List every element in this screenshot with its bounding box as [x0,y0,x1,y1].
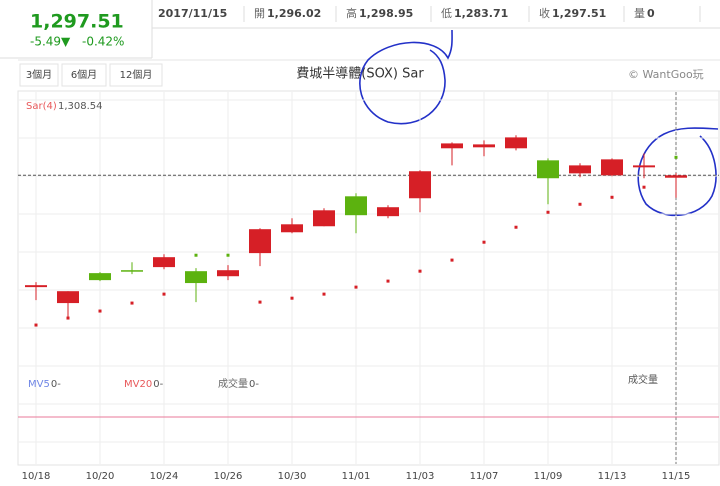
volume-legend-label: MV20 [124,379,152,390]
candle-body [569,165,591,174]
sar-dot [578,202,582,206]
field-value: 1,298.95 [359,7,413,20]
range-label[interactable]: 3個月 [26,68,52,81]
field-label: 高 [346,6,357,20]
x-tick-label: 11/13 [598,471,627,482]
sar-dot [290,296,294,300]
volume-legend-label: MV5 [28,379,50,390]
candle-body [313,210,335,227]
field-label: 量 [634,7,645,20]
x-tick-label: 11/03 [406,471,435,482]
candle-body [633,165,655,168]
candle-body [537,160,559,179]
candle-body [377,207,399,217]
x-tick-label: 10/30 [278,471,307,482]
sar-dot [386,279,390,283]
candle-body [249,229,271,254]
sar-dot [642,185,646,189]
legend-label: Sar(4) [26,101,57,112]
x-tick-label: 11/01 [342,471,371,482]
price: 1,297.51 [30,11,124,33]
sar-dot [354,285,358,289]
sar-dot [482,240,486,244]
candle-body [57,291,79,304]
volume-legend-value: 0- [51,379,61,390]
candle-body [25,285,47,288]
field-label: 低 [441,7,452,20]
candle-body [505,137,527,149]
candle-body [89,273,111,281]
field-label: 收 [539,6,550,20]
field-value: 1,283.71 [454,7,508,20]
volume-legend-label: 成交量 [218,377,248,390]
sar-dot [514,225,518,229]
field-value: 1,297.51 [552,7,606,20]
candle-body [473,144,495,148]
sar-dot [322,292,326,296]
candle-body [601,159,623,176]
candle-body [217,270,239,277]
sar-dot [258,300,262,304]
change-pct: -0.42% [82,35,124,49]
sar-dot [450,258,454,262]
annotation-scribble [637,127,719,217]
sar-dot [546,210,550,214]
volume-title: 成交量 [628,373,658,386]
candle-body [185,271,207,284]
sar-dot [418,269,422,273]
sar-dot [162,292,166,296]
candle-body [121,270,143,272]
candle-body [345,196,367,216]
x-tick-label: 10/18 [22,471,51,482]
sar-dot [674,155,678,159]
x-tick-label: 10/26 [214,471,243,482]
x-tick-label: 11/09 [534,471,563,482]
change: -5.49▼ [30,35,71,49]
x-tick-label: 11/15 [662,471,691,482]
x-tick-label: 11/07 [470,471,499,482]
field-value: 0 [647,7,655,20]
candle-body [441,143,463,149]
sar-dot [194,253,198,257]
copyright: © WantGoo玩 [628,68,704,81]
sar-dot [226,253,230,257]
date: 2017/11/15 [158,7,227,20]
range-button[interactable] [61,63,107,87]
field-label: 開 [254,7,265,20]
candle-body [153,257,175,268]
x-tick-label: 10/24 [150,471,179,482]
field-value: 1,296.02 [267,7,321,20]
volume-legend-value: 0- [153,379,163,390]
sar-dot [66,316,70,320]
sar-dot [130,301,134,305]
candle-body [281,224,303,233]
candle-body [665,175,687,178]
x-tick-label: 10/20 [86,471,115,482]
sar-dot [610,195,614,199]
plot-frame [17,90,720,466]
legend-value: 1,308.54 [58,101,103,112]
range-button[interactable] [19,63,59,87]
sar-dot [98,309,102,313]
range-label[interactable]: 6個月 [71,68,97,81]
volume-legend-value: 0- [249,379,259,390]
candle-body [409,171,431,199]
range-button[interactable] [109,63,163,87]
range-label[interactable]: 12個月 [120,68,153,81]
sar-dot [34,323,38,327]
annotation-scribble [359,29,453,125]
